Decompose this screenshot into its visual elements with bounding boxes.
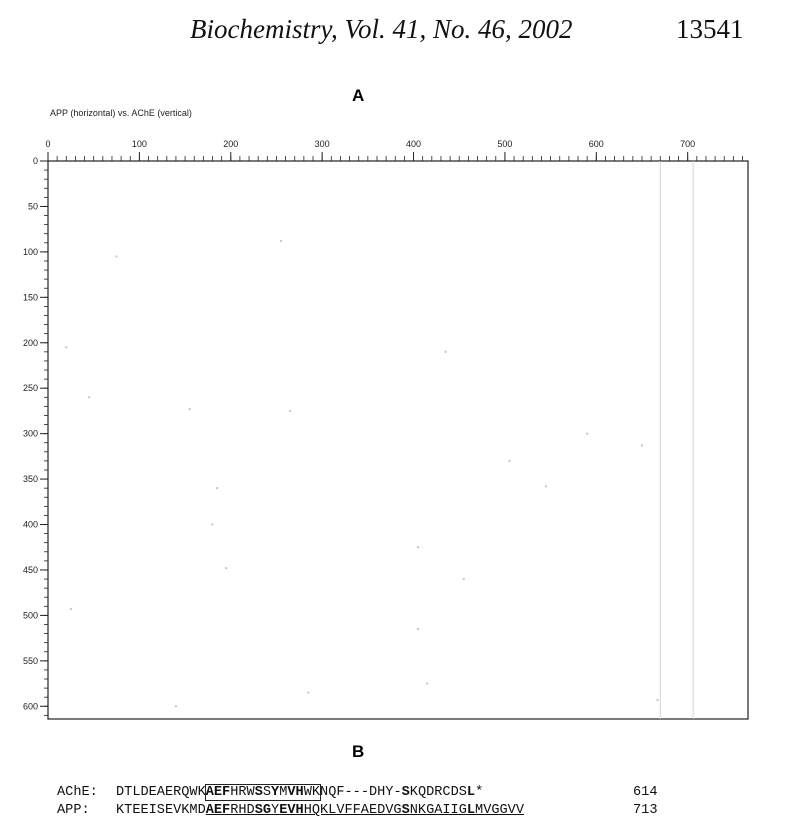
residues: NQF---DHY- — [320, 785, 402, 800]
panel-label: A — [352, 86, 365, 105]
y-tick-label: 0 — [33, 156, 38, 166]
x-tick-label: 400 — [406, 139, 421, 149]
dot — [444, 350, 447, 354]
residues: HRW — [230, 785, 255, 800]
residues: S — [262, 785, 272, 800]
y-tick-label: 500 — [23, 610, 38, 620]
residues: L — [466, 785, 476, 800]
dot — [224, 566, 228, 570]
residues: AEF — [205, 803, 231, 818]
plot-frame — [47, 160, 749, 720]
dot — [211, 523, 214, 526]
residues: S — [254, 785, 263, 800]
dot — [279, 239, 283, 243]
y-tick-label: 350 — [23, 474, 38, 484]
sequence: KTEEISEVKMDAEFRHDSGYEVHHQKLVFFAEDVGSNKGA… — [116, 803, 524, 818]
dot — [174, 705, 178, 708]
residues: S — [401, 785, 410, 800]
y-tick-label: 550 — [23, 656, 38, 666]
x-tick-label: 300 — [315, 139, 330, 149]
alignment-row: AChE: DTLDEAERQWKAEFHRWSSYMVHWKNQF---DHY-… — [57, 784, 657, 801]
x-tick-label: 0 — [45, 139, 50, 149]
dot — [508, 459, 511, 463]
residues: KQDRCDS — [409, 785, 467, 800]
panel-label: B — [352, 742, 365, 761]
dot — [585, 432, 589, 435]
y-tick-label: 450 — [23, 565, 38, 575]
residues: L — [466, 803, 476, 818]
dot — [656, 698, 659, 702]
x-tick-label: 600 — [589, 139, 604, 149]
residues: VH — [287, 785, 304, 800]
dot — [188, 407, 191, 411]
dot — [215, 486, 219, 490]
residues: * — [475, 785, 484, 800]
residues: S — [401, 803, 410, 818]
residues: Y — [271, 803, 280, 818]
dot — [288, 409, 292, 413]
row-label: APP: — [57, 803, 90, 818]
x-tick-label: 100 — [132, 139, 147, 149]
y-tick-label: 600 — [23, 701, 38, 711]
residues: DTLDEAERQWK — [116, 785, 206, 800]
residues: WK — [303, 785, 321, 800]
chart-title: APP (horizontal) vs. AChE (vertical) — [50, 108, 192, 118]
row-label: AChE: — [57, 785, 98, 800]
dot — [115, 255, 118, 258]
dot — [307, 691, 310, 694]
dot — [65, 346, 68, 349]
dot — [416, 546, 420, 549]
page-number: 13541 — [676, 14, 744, 44]
dot — [426, 682, 429, 685]
dot — [69, 607, 73, 611]
x-tick-label: 700 — [680, 139, 695, 149]
alignment-row: APP: KTEEISEVKMDAEFRHDSGYEVHHQKLVFFAEDVGS… — [57, 803, 657, 818]
dot — [462, 577, 465, 581]
residues: KTEEISEVKMD — [116, 803, 206, 818]
dot — [544, 485, 548, 488]
residue-number: 713 — [633, 803, 658, 818]
residues: HQKLVFFAEDVG — [303, 803, 402, 818]
residues: AEF — [205, 785, 231, 800]
residues: MVGGVV — [475, 803, 524, 818]
sequence: DTLDEAERQWKAEFHRWSSYMVHWKNQF---DHY-SKQDR… — [116, 784, 484, 801]
residue-number: 614 — [633, 785, 658, 800]
y-tick-label: 150 — [23, 292, 38, 302]
residues: EVH — [279, 803, 304, 818]
residues: M — [279, 785, 288, 800]
x-tick-label: 500 — [497, 139, 512, 149]
residues: NKGAIIG — [409, 803, 467, 818]
y-tick-label: 100 — [23, 247, 38, 257]
x-tick-label: 200 — [223, 139, 238, 149]
dot — [640, 444, 644, 447]
dot — [87, 396, 91, 399]
y-tick-label: 50 — [28, 201, 38, 211]
journal: Biochemistry, Vol. 41, No. 46, 2002 — [190, 14, 573, 44]
y-tick-label: 200 — [23, 338, 38, 348]
residues: SG — [254, 803, 272, 818]
dot — [416, 627, 420, 631]
residues: Y — [271, 785, 280, 800]
residues: RHD — [230, 803, 255, 818]
dot-plot: APP (horizontal) vs. AChE (vertical) 0 10… — [23, 108, 749, 720]
y-tick-label: 300 — [23, 429, 38, 439]
y-tick-label: 250 — [23, 383, 38, 393]
y-tick-label: 400 — [23, 520, 38, 530]
box: AEFHRWSSYMVHWK — [204, 784, 322, 801]
